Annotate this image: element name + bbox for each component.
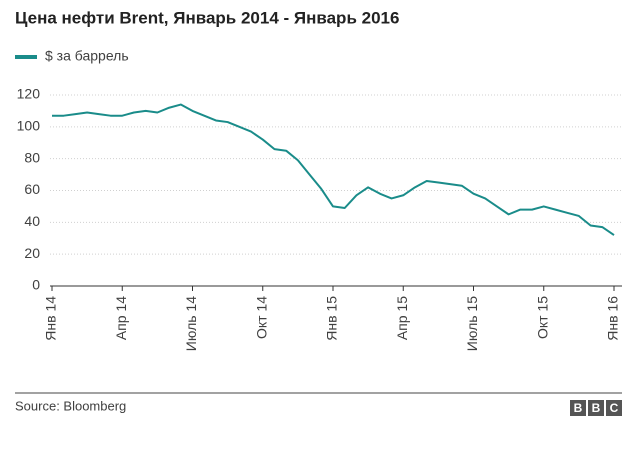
- legend-label: $ за баррель: [45, 48, 129, 64]
- source: Source: Bloomberg: [15, 398, 126, 413]
- y-tick-label: 100: [17, 118, 41, 134]
- logo-box: [588, 400, 604, 416]
- chart-title: Цена нефти Brent, Январь 2014 - Январь 2…: [15, 8, 399, 27]
- y-tick-label: 0: [32, 277, 40, 293]
- logo-letter: B: [574, 401, 583, 415]
- x-tick-label: Апр 15: [394, 296, 410, 340]
- y-tick-label: 120: [17, 86, 41, 102]
- logo-box: [606, 400, 622, 416]
- x-tick-label: Июль 15: [464, 296, 480, 351]
- y-tick-label: 20: [24, 245, 40, 261]
- x-tick-label: Апр 14: [113, 296, 129, 340]
- logo-box: [570, 400, 586, 416]
- y-tick-label: 40: [24, 213, 40, 229]
- y-tick-label: 60: [24, 181, 40, 197]
- logo-letter: C: [610, 401, 619, 415]
- line: [52, 103, 615, 236]
- logo-letter: B: [592, 401, 601, 415]
- y-tick-label: 80: [24, 149, 40, 165]
- x-tick-label: Янв 15: [324, 296, 340, 341]
- x-tick-label: Окт 14: [253, 296, 269, 339]
- x-tick-label: Окт 15: [534, 296, 550, 339]
- x-tick-label: Июль 14: [183, 296, 199, 351]
- x-tick-label: Янв 16: [605, 296, 621, 341]
- x-tick-label: Янв 14: [43, 296, 59, 341]
